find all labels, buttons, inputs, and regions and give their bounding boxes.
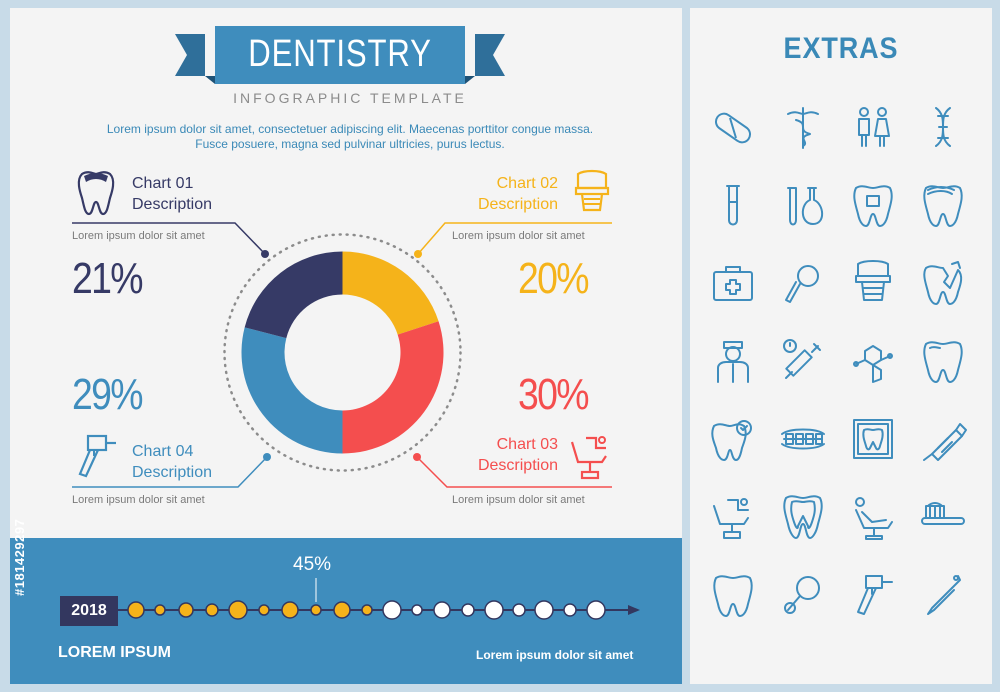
dental-chair-icon[interactable]: [708, 492, 758, 542]
timeline-dot: [310, 604, 322, 616]
chart-03-title: Chart 03: [496, 436, 558, 453]
people-icon[interactable]: [848, 102, 898, 152]
flask-icon[interactable]: [778, 180, 828, 230]
timeline-band: 45% 2018 LOREM IPSUM Lorem ipsum dolor s…: [10, 538, 682, 684]
broken-tooth-icon[interactable]: [918, 258, 968, 308]
timeline-dot: [361, 604, 373, 616]
timeline-lorem-title: LOREM IPSUM: [58, 644, 171, 661]
dentist-icon[interactable]: [708, 336, 758, 386]
braces-icon[interactable]: [778, 414, 828, 464]
timeline-dot: [178, 602, 194, 618]
chart-04-percent: 29%: [72, 370, 143, 419]
tooth-check-icon[interactable]: [708, 414, 758, 464]
dental-crown-icon[interactable]: [848, 258, 898, 308]
dental-drill-icon: [78, 434, 116, 478]
x-ray-icon[interactable]: [848, 414, 898, 464]
dental-drill-icon[interactable]: [848, 570, 898, 620]
timeline-track: [118, 578, 640, 620]
title-ribbon: [175, 26, 505, 84]
tooth-decay-icon[interactable]: [918, 180, 968, 230]
chart-03-lorem: Lorem ipsum dolor sit amet: [452, 494, 585, 506]
dna-icon[interactable]: [918, 102, 968, 152]
timeline-dot: [586, 600, 606, 620]
donut-chart: [223, 233, 462, 472]
intro-text: Lorem ipsum dolor sit amet, consectetuer…: [106, 122, 594, 151]
chart-02-desc: Description: [477, 196, 558, 213]
chart-03-label: Chart 03 Description: [474, 434, 558, 476]
chart-04-label: Chart 04 Description: [132, 441, 212, 483]
timeline-arrow: [628, 605, 640, 615]
pill-icon[interactable]: [708, 102, 758, 152]
timeline-dot: [205, 603, 219, 617]
timeline-dot: [127, 601, 145, 619]
tooth-decay-icon: [77, 171, 115, 216]
dental-mirror-icon[interactable]: [778, 258, 828, 308]
extras-panel: [690, 8, 992, 684]
caduceus-icon[interactable]: [778, 102, 828, 152]
timeline-dot: [258, 604, 270, 616]
donut-slice-chart-02: [342, 251, 439, 335]
chart-02-title: Chart 02: [496, 175, 558, 192]
donut-slice-chart-01: [244, 251, 343, 339]
chart-02-lorem: Lorem ipsum dolor sit amet: [452, 230, 585, 242]
chart-04-title: Chart 04: [132, 443, 194, 460]
tooth-icon[interactable]: [918, 336, 968, 386]
syringe-icon[interactable]: [778, 336, 828, 386]
toothbrush-icon[interactable]: [918, 492, 968, 542]
chart-03-percent: 30%: [518, 370, 589, 419]
chart-04-desc: Description: [132, 464, 213, 481]
timeline-percent-label: 45%: [293, 554, 332, 575]
chart-04-lorem: Lorem ipsum dolor sit amet: [72, 494, 205, 506]
dental-probe-icon[interactable]: [918, 570, 968, 620]
timeline-dot: [154, 604, 166, 616]
timeline-dot: [484, 600, 504, 620]
chart-02-label: Chart 02 Description: [474, 173, 558, 215]
timeline-dot: [563, 603, 577, 617]
magnifier-icon[interactable]: [778, 570, 828, 620]
timeline-dot: [411, 604, 423, 616]
patient-chair-icon[interactable]: [848, 492, 898, 542]
timeline-lorem-text: Lorem ipsum dolor sit amet: [476, 648, 634, 662]
donut-slice-chart-03: [342, 321, 444, 454]
chart-01-desc: Description: [132, 196, 213, 213]
timeline-dot: [382, 600, 402, 620]
dental-chair-icon: [570, 436, 607, 480]
watermark-text: #181429297: [12, 518, 27, 596]
donut-slice-chart-04: [241, 327, 343, 454]
extras-container: EXTRAS: [690, 8, 992, 684]
dotted-ring: [223, 233, 462, 472]
chart-01-lorem: Lorem ipsum dolor sit amet: [72, 230, 205, 242]
page-title: DENTISTRY: [248, 33, 432, 75]
timeline-dot: [433, 601, 451, 619]
tooth-cavity-icon[interactable]: [848, 180, 898, 230]
chart-02-percent: 20%: [518, 254, 589, 303]
tooth-root-icon[interactable]: [778, 492, 828, 542]
chart-03-desc: Description: [477, 457, 558, 474]
timeline-dot: [228, 600, 248, 620]
dental-crown-icon: [574, 169, 610, 212]
timeline-dot: [512, 603, 526, 617]
toothpaste-icon[interactable]: [918, 414, 968, 464]
timeline-dot: [534, 600, 554, 620]
chart-01-title: Chart 01: [132, 175, 194, 192]
first-aid-kit-icon[interactable]: [708, 258, 758, 308]
test-tube-icon[interactable]: [708, 180, 758, 230]
extras-title: EXTRAS: [783, 32, 899, 65]
timeline-dot: [281, 601, 299, 619]
timeline-year: 2018: [60, 596, 118, 626]
timeline-dot: [461, 603, 475, 617]
molecule-icon[interactable]: [848, 336, 898, 386]
chart-01-label: Chart 01 Description: [132, 173, 212, 215]
page-subtitle: INFOGRAPHIC TEMPLATE: [233, 90, 467, 106]
molar-icon[interactable]: [708, 570, 758, 620]
timeline-dot: [333, 601, 351, 619]
chart-01-percent: 21%: [72, 254, 143, 303]
